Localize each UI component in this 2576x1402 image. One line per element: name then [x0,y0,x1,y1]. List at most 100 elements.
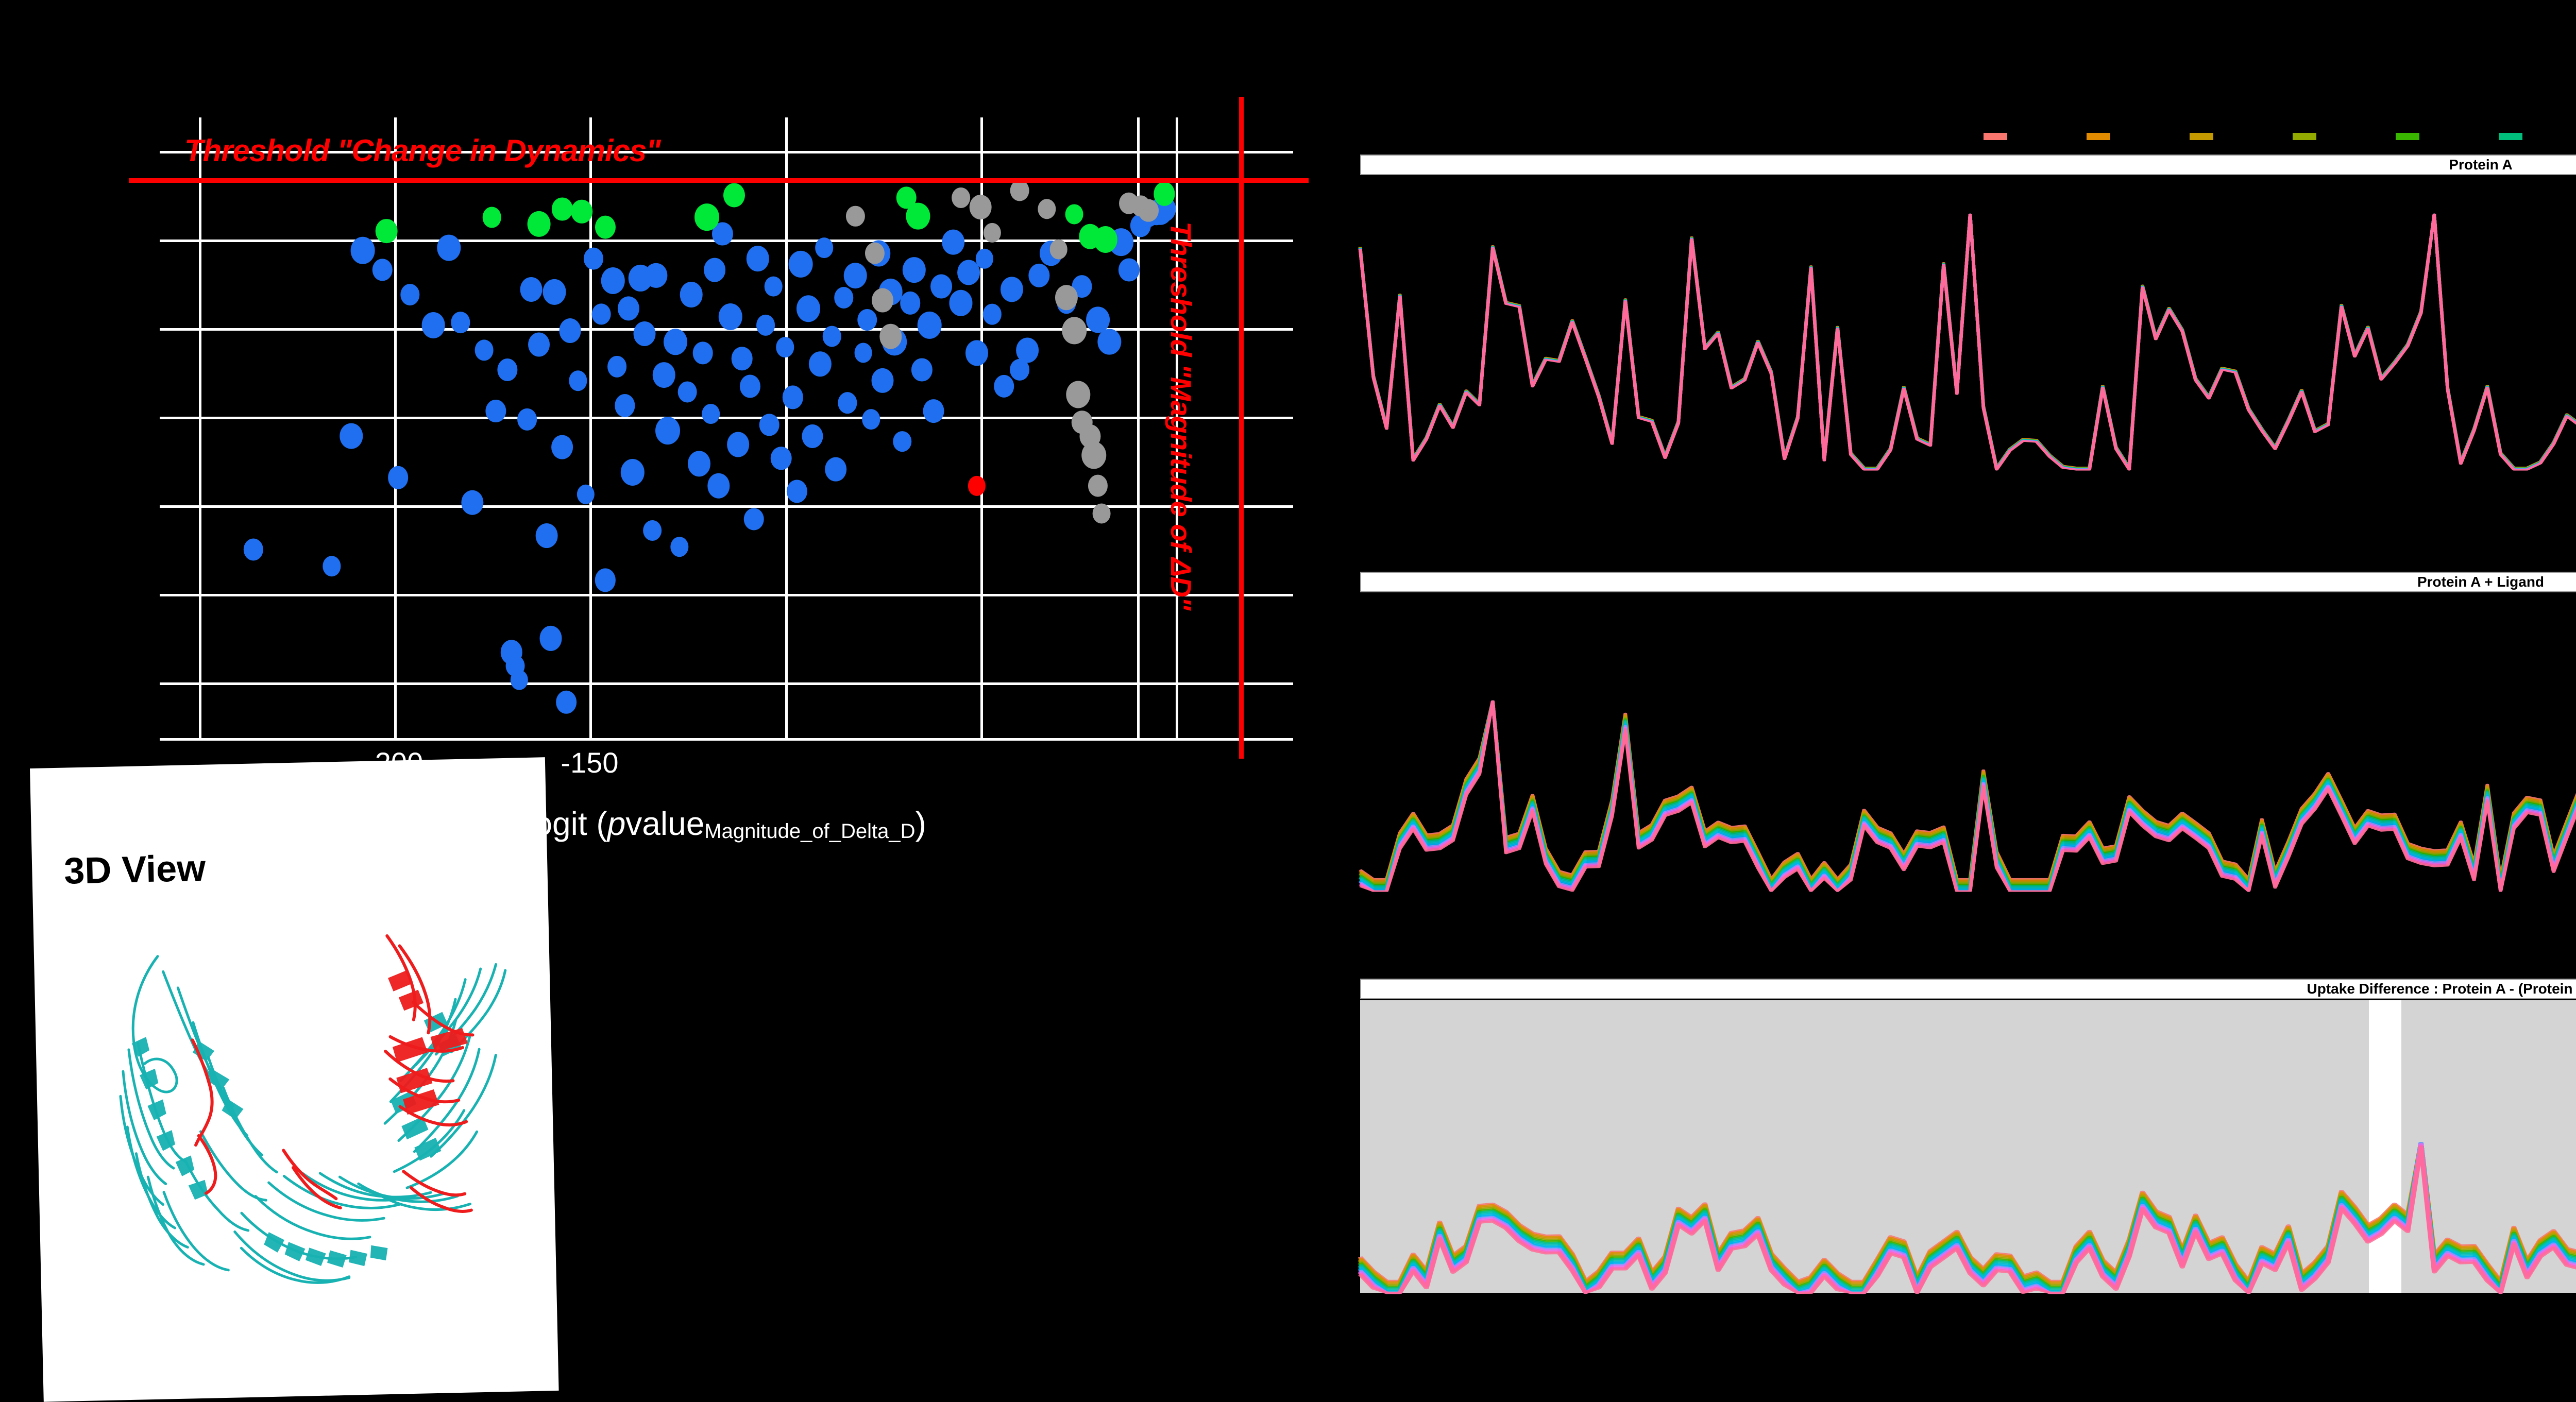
scatter-point[interactable] [595,569,616,592]
scatter-point[interactable] [756,315,775,335]
scatter-point[interactable] [372,259,393,281]
scatter-point[interactable] [846,206,865,227]
scatter-point[interactable] [437,234,461,261]
scatter-point[interactable] [759,414,779,436]
scatter-point[interactable] [670,537,688,557]
scatter-point[interactable] [923,399,944,423]
scatter-point[interactable] [528,333,550,357]
scatter-point[interactable] [556,691,577,713]
scatter-point[interactable] [1001,277,1023,302]
scatter-point[interactable] [857,309,877,331]
legend-swatch[interactable] [2499,133,2522,140]
scatter-point[interactable] [351,237,375,264]
scatter-point[interactable] [517,408,537,430]
scatter-point[interactable] [618,297,639,321]
scatter-point[interactable] [815,237,834,258]
scatter-point[interactable] [621,459,645,486]
scatter-point[interactable] [783,386,803,409]
panel-plot-area[interactable] [1360,1000,2576,1293]
scatter-point[interactable] [930,275,952,299]
scatter-point[interactable] [592,303,611,324]
scatter-point[interactable] [694,203,719,231]
three-d-view-card[interactable]: 3D View [30,757,559,1402]
scatter-point[interactable] [838,392,857,414]
time-point-legend[interactable] [1984,129,2576,149]
scatter-point[interactable] [844,263,867,288]
scatter-point[interactable] [422,312,445,338]
scatter-point[interactable] [789,251,813,278]
scatter-point[interactable] [765,277,783,297]
scatter-point[interactable] [1098,329,1121,355]
scatter-point[interactable] [1081,442,1106,469]
scatter-point[interactable] [552,197,572,220]
scatter-point[interactable] [688,451,710,476]
scatter-point[interactable] [918,312,942,338]
scatter-point[interactable] [536,523,558,548]
scatter-point[interactable] [771,447,792,470]
scatter-point[interactable] [825,457,847,482]
scatter-point[interactable] [539,626,562,651]
scatter-point[interactable] [571,200,593,224]
scatter-point[interactable] [862,409,880,430]
scatter-point[interactable] [693,342,713,364]
scatter-point[interactable] [718,303,742,330]
scatter-point[interactable] [323,556,341,576]
scatter-point[interactable] [511,670,528,690]
scatter-point[interactable] [486,400,506,422]
scatter-point[interactable] [601,267,625,294]
scatter-point[interactable] [802,424,823,448]
scatter-point[interactable] [727,432,750,457]
scatter-point[interactable] [680,282,703,307]
scatter-point[interactable] [911,358,932,381]
scatter-point[interactable] [655,417,680,444]
scatter-point[interactable] [1062,317,1087,345]
scatter-point[interactable] [483,207,502,228]
scatter-point[interactable] [633,321,655,346]
scatter-point[interactable] [1088,475,1108,497]
scatter-point[interactable] [543,279,566,305]
protein-ribbon-diagram[interactable] [80,913,517,1349]
scatter-point[interactable] [376,219,398,244]
scatter-point[interactable] [952,187,970,208]
scatter-point[interactable] [474,339,494,361]
scatter-point[interactable] [776,337,794,358]
scatter-point[interactable] [1138,199,1159,222]
scatter-point[interactable] [739,374,760,398]
scatter-point[interactable] [906,202,930,230]
scatter-point[interactable] [903,257,925,283]
scatter-point[interactable] [388,466,409,489]
scatter-point[interactable] [1038,199,1056,219]
scatter-point[interactable] [569,370,587,391]
scatter-point[interactable] [595,216,616,239]
scatter-point[interactable] [615,394,635,417]
legend-swatch[interactable] [1984,133,2007,140]
scatter-point[interactable] [498,358,518,381]
scatter-point[interactable] [965,340,988,366]
legend-swatch[interactable] [2396,133,2419,140]
scatter-point[interactable] [520,277,542,301]
scatter-point[interactable] [1093,504,1111,524]
scatter-point[interactable] [1016,337,1039,363]
scatter-point[interactable] [707,473,730,499]
scatter-point[interactable] [643,520,662,541]
scatter-point[interactable] [1066,381,1090,408]
panel-plot-area[interactable] [1360,594,2576,891]
scatter-point[interactable] [879,324,902,349]
scatter-point[interactable] [1118,258,1139,281]
scatter-point[interactable] [1065,204,1083,225]
scatter-point[interactable] [823,326,841,347]
panel-plot-area[interactable] [1360,177,2576,474]
scatter-point[interactable] [461,490,483,515]
scatter-point[interactable] [747,246,769,272]
scatter-point[interactable] [664,329,687,355]
scatter-point[interactable] [976,249,993,268]
scatter-point[interactable] [645,263,667,287]
scatter-point[interactable] [744,508,764,530]
scatter-point[interactable] [678,381,697,402]
scatter-point[interactable] [732,347,753,370]
scatter-point[interactable] [872,288,894,313]
scatter-point[interactable] [340,423,363,449]
scatter-point[interactable] [942,230,964,255]
legend-swatch[interactable] [2190,133,2213,140]
scatter-point[interactable] [607,356,627,378]
